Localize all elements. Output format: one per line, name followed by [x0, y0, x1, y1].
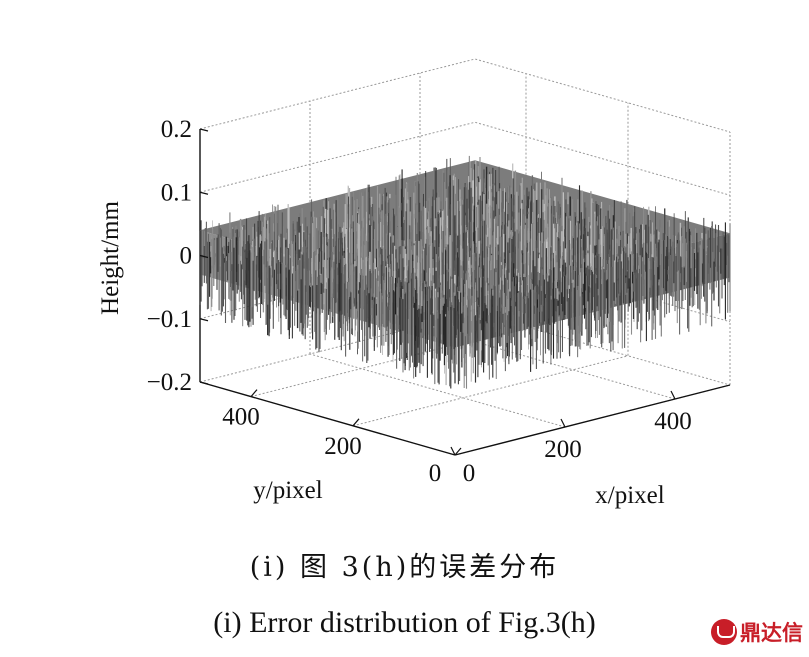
watermark-text: 鼎达信: [740, 621, 803, 645]
x-tick-labels: 0 200 400: [450, 390, 692, 487]
z-tick: [199, 318, 209, 322]
y-tick-label: 200: [324, 433, 362, 460]
z-tick: [199, 254, 209, 259]
x-axis-line: [454, 384, 731, 456]
z-tick-label: 0.1: [161, 179, 192, 206]
z-tick-label: 0.2: [161, 116, 192, 143]
y-tick-label: 0: [429, 460, 442, 487]
watermark: 鼎达信: [711, 617, 803, 647]
error-surface: [199, 155, 731, 389]
grid-line: [352, 355, 629, 427]
z-tick-label: −0.2: [147, 369, 192, 396]
x-tick: [670, 390, 676, 400]
x-axis-label: x/pixel: [595, 482, 664, 509]
grid-line: [199, 311, 731, 386]
y-axis-label: y/pixel: [253, 477, 322, 504]
x-tick-label: 200: [544, 436, 582, 463]
watermark-logo-icon: [711, 619, 737, 645]
x-tick: [450, 446, 456, 456]
x-tick: [560, 418, 566, 428]
x-tick-label: 0: [463, 460, 476, 487]
z-tick-label: 0: [180, 243, 193, 270]
grid-line: [199, 58, 731, 133]
caption-english: (i) Error distribution of Fig.3(h): [213, 606, 596, 639]
caption-chinese: (i) 图 3(h)的误差分布: [249, 552, 560, 583]
x-tick-label: 400: [654, 408, 692, 435]
y-tick: [352, 418, 360, 427]
grid-line: [199, 121, 731, 196]
y-tick-labels: 0 200 400: [222, 389, 462, 487]
z-tick-label: −0.1: [147, 306, 192, 333]
y-axis-line: [199, 381, 456, 456]
z-tick: [199, 381, 209, 385]
y-tick-label: 400: [222, 404, 260, 431]
z-tick: [199, 191, 209, 195]
surface-plot: 0.2 0.1 0 −0.1 −0.2 0 200 400 0 200 400 Height/m…: [97, 58, 731, 509]
z-axis-label: Height/mm: [97, 201, 124, 315]
y-tick: [250, 389, 258, 397]
z-tick-labels: 0.2 0.1 0 −0.1 −0.2: [147, 116, 209, 396]
z-tick: [199, 128, 209, 132]
y-tick: [454, 447, 462, 456]
grid-line: [309, 353, 566, 428]
